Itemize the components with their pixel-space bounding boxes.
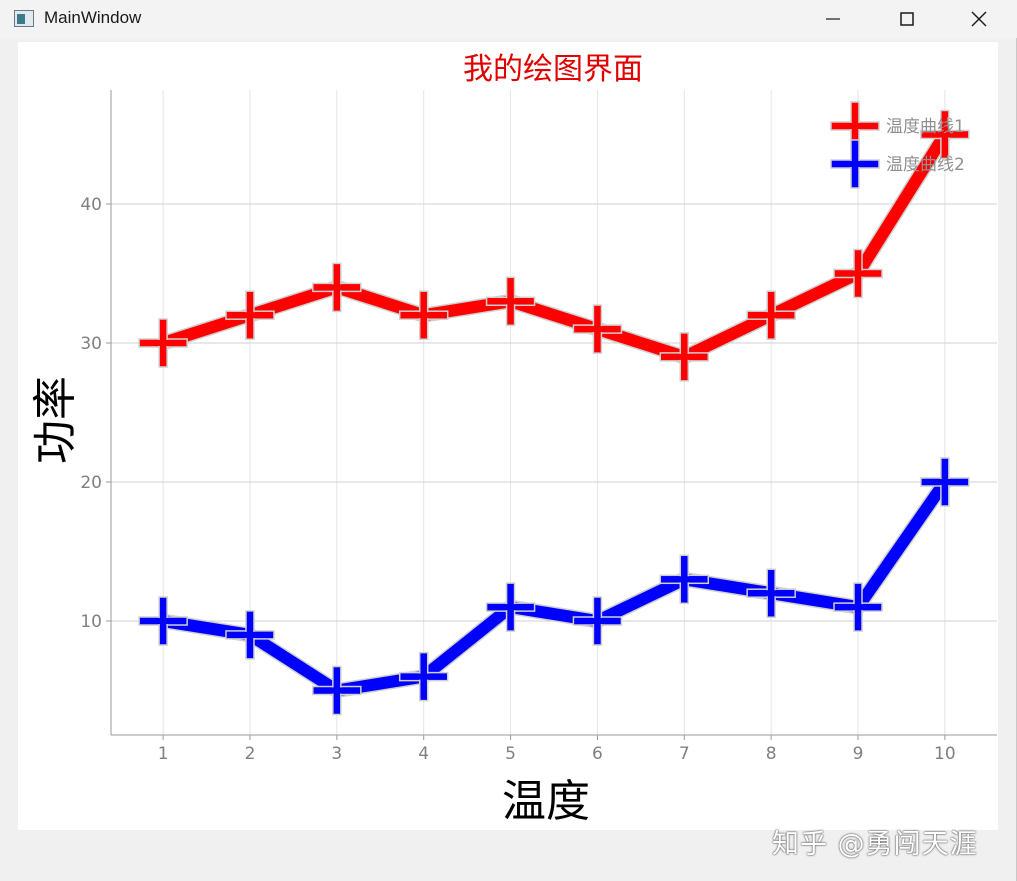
x-tick-label: 2	[245, 744, 256, 764]
data-point	[312, 262, 362, 313]
data-point	[572, 596, 623, 646]
x-axis-label: 温度	[502, 776, 590, 827]
close-icon	[971, 11, 987, 27]
series-layer	[138, 109, 970, 716]
data-point	[920, 457, 970, 507]
legend-entry-2: 温度曲线2	[830, 139, 965, 189]
window-title: MainWindow	[44, 8, 142, 27]
series-2	[138, 457, 970, 716]
chart-area	[18, 42, 998, 830]
data-point	[833, 248, 883, 299]
y-axis-label: 功率	[30, 376, 81, 464]
legend: 温度曲线1 温度曲线2	[830, 101, 965, 189]
legend-label: 温度曲线1	[886, 117, 965, 137]
maximize-button[interactable]	[884, 0, 930, 38]
data-point	[920, 109, 970, 160]
maximize-icon	[900, 12, 914, 26]
data-point	[138, 596, 188, 646]
data-point	[659, 554, 710, 605]
data-point	[485, 582, 536, 632]
series-line-outline	[160, 130, 952, 365]
title-bar[interactable]: MainWindow	[0, 0, 1017, 38]
legend-marker	[830, 139, 880, 189]
data-point	[746, 290, 796, 340]
series-1	[138, 109, 970, 382]
minimize-icon	[826, 18, 840, 20]
y-tick-label: 20	[80, 473, 102, 493]
app-icon	[14, 10, 34, 27]
close-button[interactable]	[956, 0, 1002, 38]
x-tick-label: 7	[679, 744, 690, 764]
x-tick-label: 10	[934, 744, 956, 764]
minimize-button[interactable]	[810, 0, 856, 38]
data-point	[572, 304, 623, 354]
x-tick-label: 3	[331, 744, 342, 764]
x-tick-label: 4	[418, 744, 429, 764]
x-tick-label: 8	[766, 744, 777, 764]
chart-title: 我的绘图界面	[463, 52, 643, 87]
y-tick-label: 30	[80, 334, 102, 354]
data-point	[398, 290, 449, 340]
x-tick-label: 6	[592, 744, 603, 764]
y-tick-label: 10	[80, 612, 102, 632]
data-point	[746, 568, 796, 618]
x-tick-label: 9	[853, 744, 864, 764]
data-point	[225, 290, 275, 340]
x-tick-label: 5	[505, 744, 516, 764]
watermark: 知乎 @勇闯天涯	[772, 829, 978, 860]
x-tick-label: 1	[158, 744, 169, 764]
axes: 1 2 3 4 5 6 7 8 9 10 10 20 30 40	[80, 90, 997, 764]
legend-label: 温度曲线2	[886, 155, 965, 175]
data-point	[485, 276, 536, 327]
y-tick-label: 40	[80, 195, 102, 215]
data-point	[833, 582, 883, 632]
data-point	[225, 610, 275, 660]
data-point	[312, 665, 362, 716]
data-point	[659, 332, 710, 382]
data-point	[398, 651, 449, 702]
series-line	[161, 131, 950, 364]
data-point	[138, 318, 188, 368]
legend-entry-1: 温度曲线1	[830, 101, 965, 151]
series-line	[162, 478, 950, 697]
